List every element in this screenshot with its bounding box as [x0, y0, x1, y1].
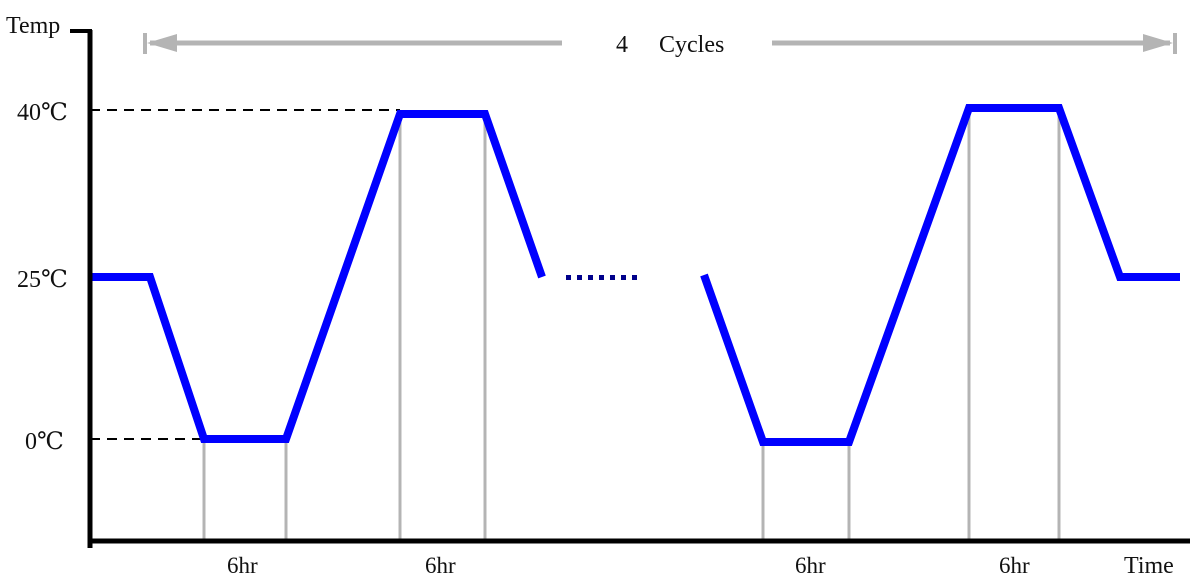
ellipsis-dot [577, 275, 582, 280]
cycles-count: 4 [616, 32, 628, 58]
duration-label: 6hr [425, 553, 456, 577]
temp-label-low: 0℃ [25, 429, 64, 455]
profile-last-cycle [700, 104, 1180, 446]
x-axis-label: Time [1124, 553, 1174, 577]
ellipsis-dot [599, 275, 604, 280]
phase-guide-lines [202, 108, 1061, 540]
ellipsis-dot [588, 275, 593, 280]
cycles-label: Cycles [659, 32, 724, 58]
profile-first-cycle [90, 110, 546, 443]
y-axis-label: Temp [6, 13, 60, 39]
ellipsis-dot [610, 275, 615, 280]
cycles-arrow-right-head [1143, 34, 1173, 52]
duration-label: 6hr [795, 553, 826, 577]
temp-label-high: 40℃ [17, 100, 68, 126]
cycles-span-arrow [143, 33, 1177, 54]
ellipsis-dot [566, 275, 571, 280]
ellipsis-dot [632, 275, 637, 280]
ellipsis-dot [621, 275, 626, 280]
cycles-arrow-left-head [147, 34, 177, 52]
ellipsis-dots [566, 275, 637, 280]
temp-label-mid: 25℃ [17, 267, 68, 293]
duration-label: 6hr [227, 553, 258, 577]
duration-label: 6hr [999, 553, 1030, 577]
